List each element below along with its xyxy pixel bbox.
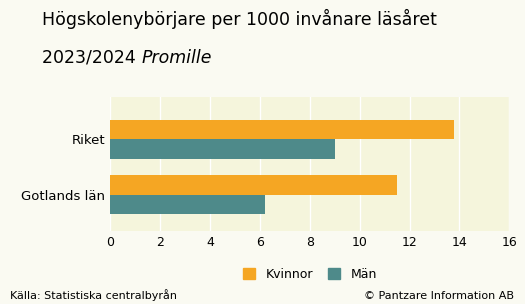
Bar bbox=[110, 195, 265, 214]
Legend: Kvinnor, Män: Kvinnor, Män bbox=[243, 268, 377, 281]
Text: Källa: Statistiska centralbyrån: Källa: Statistiska centralbyrån bbox=[10, 289, 177, 301]
Text: Högskolenybörjare per 1000 invånare läsåret: Högskolenybörjare per 1000 invånare läså… bbox=[42, 9, 437, 29]
Text: Promille: Promille bbox=[141, 49, 212, 67]
Text: 2023/2024: 2023/2024 bbox=[42, 49, 141, 67]
Bar bbox=[110, 119, 455, 139]
Bar bbox=[110, 175, 397, 195]
Text: © Pantzare Information AB: © Pantzare Information AB bbox=[364, 291, 514, 301]
Bar bbox=[110, 139, 335, 159]
